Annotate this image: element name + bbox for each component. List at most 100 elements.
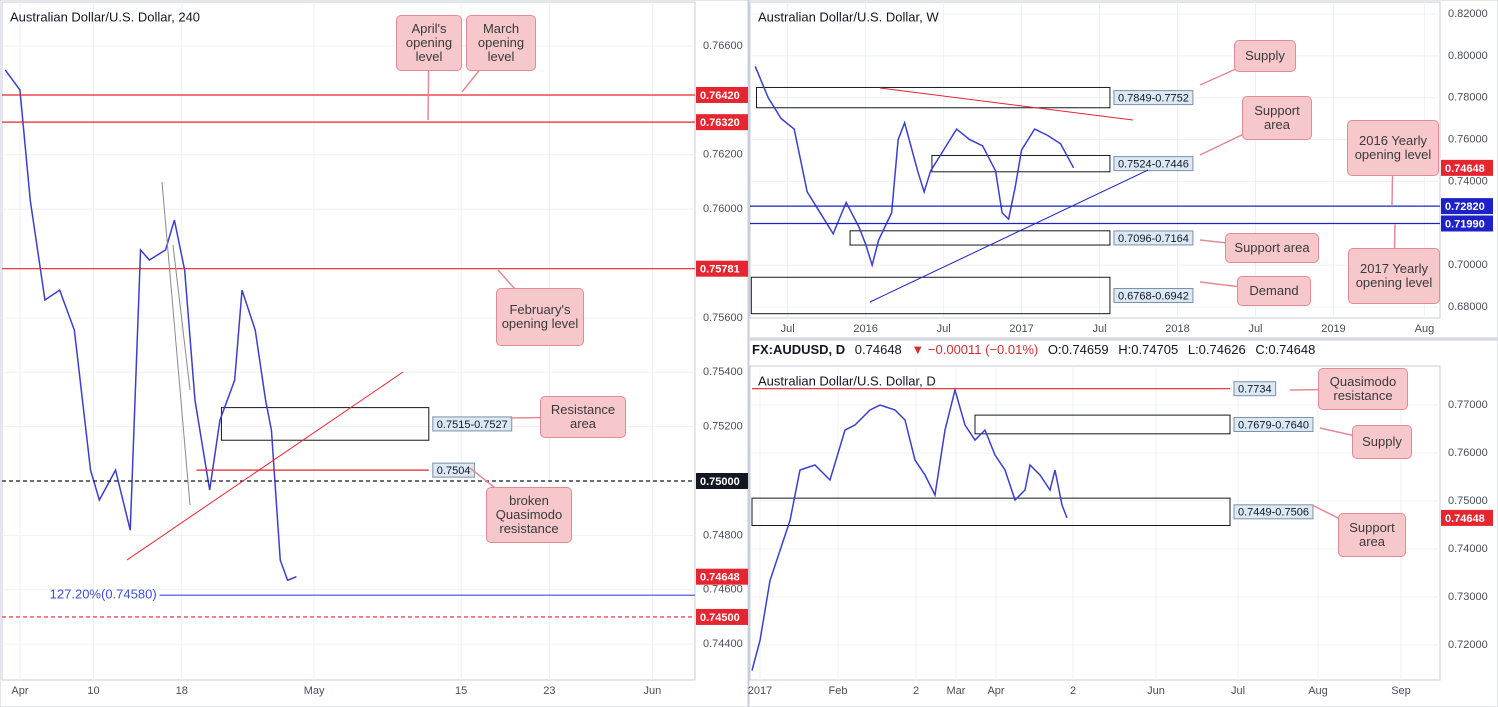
price-line	[751, 387, 1068, 671]
x-tick-label: Aug	[1415, 323, 1435, 335]
price-tag	[696, 260, 748, 277]
close: C:0.74648	[1255, 342, 1316, 357]
trend-lines	[126, 87, 1149, 561]
callout: March opening level	[466, 15, 536, 71]
trend-line	[126, 371, 404, 561]
price-change: ▼ −0.00011 (−0.01%)	[911, 342, 1039, 357]
x-tick-label: 2017	[748, 685, 772, 697]
price-tag-label: 0.75000	[700, 476, 740, 488]
y-tick-label: 0.77000	[1448, 399, 1488, 411]
y-tick-label: 0.74800	[703, 529, 743, 541]
x-tick-label: Apr	[987, 685, 1004, 697]
x-tick-label: May	[304, 685, 325, 697]
price-tag	[696, 114, 748, 131]
zone-label-box	[1113, 287, 1194, 303]
zone	[751, 497, 1231, 526]
x-tick-label: Jun	[1147, 685, 1165, 697]
price-tag	[696, 608, 748, 625]
plot-area	[749, 1, 1441, 319]
callout: 2017 Yearly opening level	[1348, 248, 1440, 304]
x-tick-label: 2018	[1165, 323, 1189, 335]
zone-label-box	[1113, 90, 1194, 106]
plot-area	[1, 1, 696, 681]
quote-bar: FX:AUDUSD, D 0.74648 ▼ −0.00011 (−0.01%)…	[752, 342, 1321, 362]
zone-label: 0.7849-0.7752	[1118, 93, 1189, 105]
zone-label-box	[1113, 156, 1194, 172]
low: L:0.74626	[1187, 342, 1246, 357]
y-tick-label: 0.74600	[703, 584, 743, 596]
high: H:0.74705	[1118, 342, 1179, 357]
chart-title: Australian Dollar/U.S. Dollar, D	[758, 373, 936, 388]
level-label: 0.7734	[1238, 384, 1272, 396]
price-tag-label: 0.74648	[700, 572, 740, 584]
callout: February's opening level	[496, 288, 584, 346]
price-tag-label: 0.71990	[1445, 218, 1485, 230]
x-tick-label: 10	[87, 685, 99, 697]
panel-240	[0, 0, 749, 707]
x-tick-label: 2017	[1009, 323, 1033, 335]
x-tick-label: Aug	[1308, 685, 1328, 697]
x-tick-label: Jul	[1231, 685, 1245, 697]
price-tag-label: 0.74500	[700, 612, 740, 624]
x-tick-label: 23	[543, 685, 555, 697]
y-tick-label: 0.76000	[1448, 447, 1488, 459]
price-tag-label: 0.75781	[700, 264, 740, 276]
price-tag-label: 0.74648	[1445, 513, 1485, 525]
zone-label-box	[1233, 504, 1314, 520]
zone-label: 0.7096-0.7164	[1118, 233, 1189, 245]
price-tag	[696, 473, 748, 490]
zone	[849, 230, 1111, 246]
price-line	[754, 66, 1075, 268]
y-tick-label: 0.72000	[1448, 639, 1488, 651]
zone-label: 0.7524-0.7446	[1118, 159, 1189, 171]
chart-title: Australian Dollar/U.S. Dollar, 240	[10, 9, 200, 24]
callout: Supply	[1234, 40, 1296, 72]
y-tick-label: 0.75000	[1448, 495, 1488, 507]
chart-title: Australian Dollar/U.S. Dollar, W	[758, 9, 939, 24]
y-tick-label: 0.78000	[1448, 92, 1488, 104]
callout: Supply	[1352, 425, 1412, 459]
zone	[755, 86, 1111, 109]
y-tick-label: 0.76600	[703, 40, 743, 52]
plot-area	[749, 365, 1441, 681]
callout: Support area	[1225, 233, 1319, 263]
trend-line	[161, 181, 191, 506]
x-tick-label: Jun	[643, 685, 661, 697]
last-price: 0.74648	[854, 342, 902, 357]
price-tag-label: 0.76320	[700, 117, 740, 129]
price-tag-label: 0.76420	[700, 90, 740, 102]
zone-label: 0.6768-0.6942	[1118, 290, 1189, 302]
level-label-box	[432, 462, 475, 478]
zone-label-box	[1233, 416, 1314, 432]
callout: broken Quasimodo resistance	[486, 487, 572, 543]
y-tick-label: 0.76000	[1448, 133, 1488, 145]
zone-label: 0.7679-0.7640	[1238, 419, 1309, 431]
price-tag	[696, 86, 748, 103]
y-tick-label: 0.74000	[1448, 175, 1488, 187]
callout: April's opening level	[396, 15, 462, 71]
y-tick-label: 0.74400	[703, 638, 743, 650]
level-label: 127.20%(0.74580)	[50, 587, 157, 602]
price-tag	[1441, 159, 1493, 176]
callout: Demand	[1237, 276, 1311, 306]
zone	[974, 414, 1231, 435]
x-tick-label: 15	[455, 685, 467, 697]
level-label-box	[1233, 381, 1277, 397]
price-line	[4, 69, 297, 582]
zone-label: 0.7515-0.7527	[437, 419, 508, 431]
y-tick-label: 0.76200	[703, 149, 743, 161]
y-tick-label: 0.68000	[1448, 301, 1488, 313]
x-tick-label: Jul	[1093, 323, 1107, 335]
y-tick-label: 0.70000	[1448, 259, 1488, 271]
callout: Support area	[1242, 96, 1312, 140]
x-tick-label: 2016	[853, 323, 877, 335]
x-tick-label: 2	[913, 685, 919, 697]
callout: Resistance area	[540, 396, 626, 438]
zone-label-box	[1113, 230, 1194, 246]
y-tick-label: 0.73000	[1448, 591, 1488, 603]
symbol: FX:AUDUSD, D	[752, 342, 846, 357]
y-tick-label: 0.75200	[703, 421, 743, 433]
open: O:0.74659	[1047, 342, 1109, 357]
x-tick-label: 2	[1070, 685, 1076, 697]
